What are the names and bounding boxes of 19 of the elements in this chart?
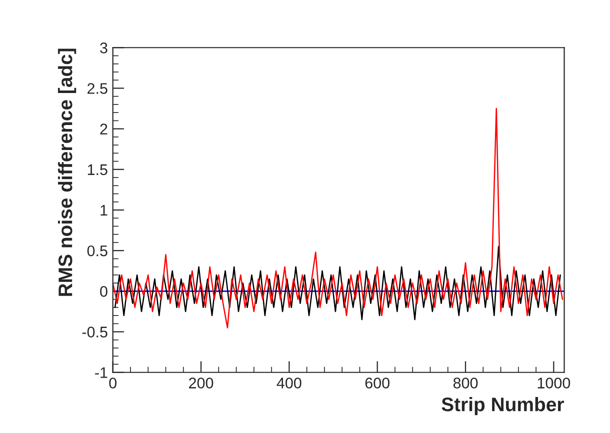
x-tick-label: 600	[365, 378, 390, 388]
y-tick-label: 1	[100, 205, 108, 216]
x-tick-label: 800	[453, 378, 478, 388]
y-tick-label: 2.5	[88, 83, 108, 94]
x-tick-label: 0	[109, 378, 116, 388]
y-tick-label: 2	[100, 124, 108, 134]
y-tick-label: 0	[100, 286, 108, 297]
x-tick-label: 1000	[538, 378, 570, 388]
y-tick-label: 0.5	[87, 245, 108, 256]
y-tick-label: 1.5	[88, 164, 108, 176]
x-tick-label: 400	[276, 378, 302, 388]
y-tick-label: -0.5	[82, 326, 108, 338]
y-tick-label: 3	[100, 42, 108, 54]
y-tick-label: -1	[95, 367, 108, 378]
y-axis-title: RMS noise difference [adc]	[58, 48, 76, 296]
line-series	[114, 246, 561, 320]
line-series	[112, 108, 564, 328]
x-axis-title: Strip Number	[442, 397, 564, 416]
x-tick-label: 200	[189, 378, 214, 388]
